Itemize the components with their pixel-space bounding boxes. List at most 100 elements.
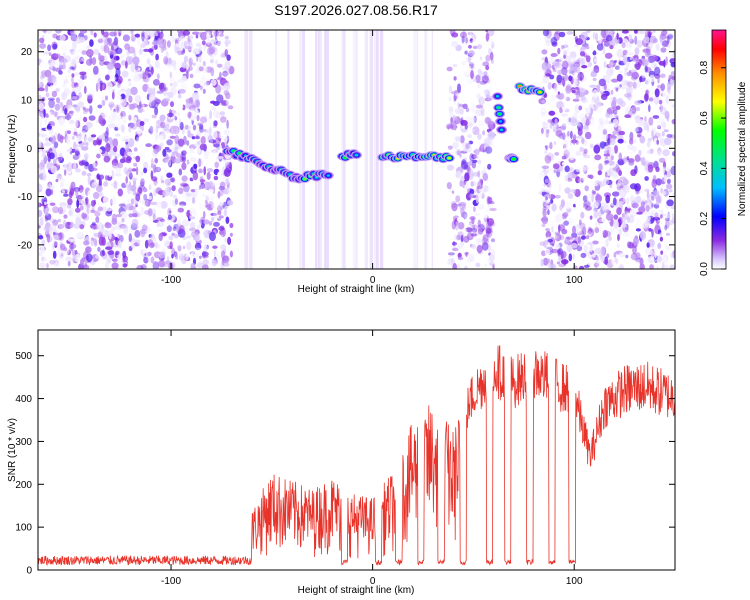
- heatmap-cell: [670, 61, 675, 68]
- heatmap-cell: [155, 145, 162, 152]
- heatmap-cell: [665, 244, 671, 251]
- heatmap-cell: [646, 124, 650, 133]
- heatmap-cell: [38, 111, 43, 116]
- heatmap-cell: [113, 30, 118, 37]
- heatmap-cell: [41, 44, 46, 49]
- heatmap-cell: [166, 256, 170, 262]
- heatmap-cell: [179, 35, 185, 42]
- heatmap-cell: [52, 250, 57, 259]
- heatmap-streak: [379, 30, 384, 269]
- heatmap-cell: [206, 168, 214, 173]
- heatmap-cell: [543, 94, 548, 98]
- heatmap-cell: [451, 40, 459, 48]
- heatmap-cell: [143, 256, 149, 264]
- heatmap-cell: [647, 179, 653, 186]
- heatmap-cell: [471, 244, 477, 249]
- heatmap-cell: [579, 88, 586, 93]
- heatmap-cell: [541, 127, 544, 134]
- heatmap-cell: [164, 82, 172, 89]
- heatmap-cell: [218, 230, 224, 235]
- heatmap-cell: [595, 221, 598, 229]
- heatmap-cell: [160, 201, 168, 209]
- heatmap-cell: [651, 203, 654, 208]
- heatmap-cell: [178, 187, 184, 195]
- heatmap-cell: [208, 126, 212, 135]
- heatmap-cell: [623, 140, 627, 144]
- heatmap-cell: [125, 60, 128, 69]
- heatmap-cell: [658, 99, 663, 105]
- heatmap-cell: [151, 181, 156, 186]
- heatmap-cell: [177, 245, 182, 252]
- heatmap-cell: [126, 104, 130, 112]
- heatmap-cell: [91, 167, 98, 171]
- heatmap-cell: [152, 79, 160, 86]
- heatmap-cell: [570, 139, 577, 144]
- heatmap-cell: [581, 65, 588, 69]
- heatmap-cell: [582, 151, 587, 157]
- heatmap-cell: [665, 56, 668, 66]
- heatmap-cell: [613, 252, 617, 259]
- heatmap-cell: [634, 35, 638, 45]
- heatmap-cell: [71, 81, 77, 89]
- heatmap-cell: [160, 121, 166, 129]
- heatmap-cell: [177, 138, 185, 147]
- heatmap-cell: [44, 216, 49, 222]
- heatmap-cell: [594, 58, 599, 63]
- heatmap-cell: [86, 207, 90, 215]
- heatmap-cell: [594, 154, 602, 161]
- heatmap-cell: [229, 222, 234, 229]
- heatmap-cell: [164, 178, 172, 186]
- heatmap-cell: [156, 201, 162, 208]
- heatmap-cell: [145, 143, 152, 148]
- heatmap-cell: [170, 87, 177, 96]
- heatmap-cell: [65, 256, 73, 262]
- heatmap-cell: [112, 41, 117, 46]
- heatmap-cell: [549, 74, 555, 80]
- heatmap-cell: [215, 59, 219, 66]
- heatmap-cell: [575, 150, 582, 156]
- heatmap-cell: [624, 114, 631, 119]
- heatmap-cell: [580, 177, 584, 183]
- heatmap-cell: [175, 254, 179, 260]
- heatmap-cell: [481, 242, 489, 251]
- heatmap-cell: [170, 60, 177, 67]
- heatmap-cell: [576, 135, 583, 139]
- heatmap-cell: [558, 56, 564, 65]
- heatmap-cell: [636, 106, 640, 112]
- colorbar-tick-label: 0.8: [699, 60, 710, 74]
- heatmap-cell: [564, 236, 571, 243]
- heatmap-cell: [62, 52, 66, 57]
- heatmap-cell: [492, 264, 495, 269]
- heatmap-cell: [172, 80, 178, 88]
- heatmap-cell: [90, 200, 96, 207]
- heatmap-cell: [90, 209, 95, 214]
- heatmap-cell: [219, 144, 222, 149]
- heatmap-cell: [195, 243, 198, 249]
- heatmap-cell: [657, 210, 662, 215]
- heatmap-cell: [540, 258, 544, 267]
- heatmap-cell: [568, 253, 573, 262]
- heatmap-cell: [75, 119, 79, 128]
- heatmap-cell: [83, 153, 89, 160]
- heatmap-cell: [484, 208, 490, 212]
- heatmap-cell: [147, 48, 154, 53]
- heatmap-cell: [38, 235, 44, 240]
- heatmap-cell: [113, 197, 117, 204]
- heatmap-cell: [178, 225, 185, 234]
- heatmap-cell: [662, 34, 668, 42]
- heatmap-cell: [198, 158, 201, 168]
- heatmap-cell: [473, 236, 479, 241]
- heatmap-cell: [189, 65, 193, 71]
- heatmap-cell: [116, 105, 119, 113]
- heatmap-cell: [92, 139, 98, 146]
- heatmap-cell: [83, 264, 90, 269]
- heatmap-cell: [600, 30, 607, 39]
- heatmap-cell: [150, 234, 156, 240]
- heatmap-cell: [662, 251, 668, 260]
- heatmap-cell: [484, 116, 491, 125]
- spectrogram-y-tick-label: 10: [21, 96, 33, 107]
- heatmap-streak: [376, 30, 379, 269]
- heatmap-cell: [572, 134, 577, 141]
- heatmap-cell: [618, 152, 623, 162]
- heatmap-cell: [448, 51, 452, 58]
